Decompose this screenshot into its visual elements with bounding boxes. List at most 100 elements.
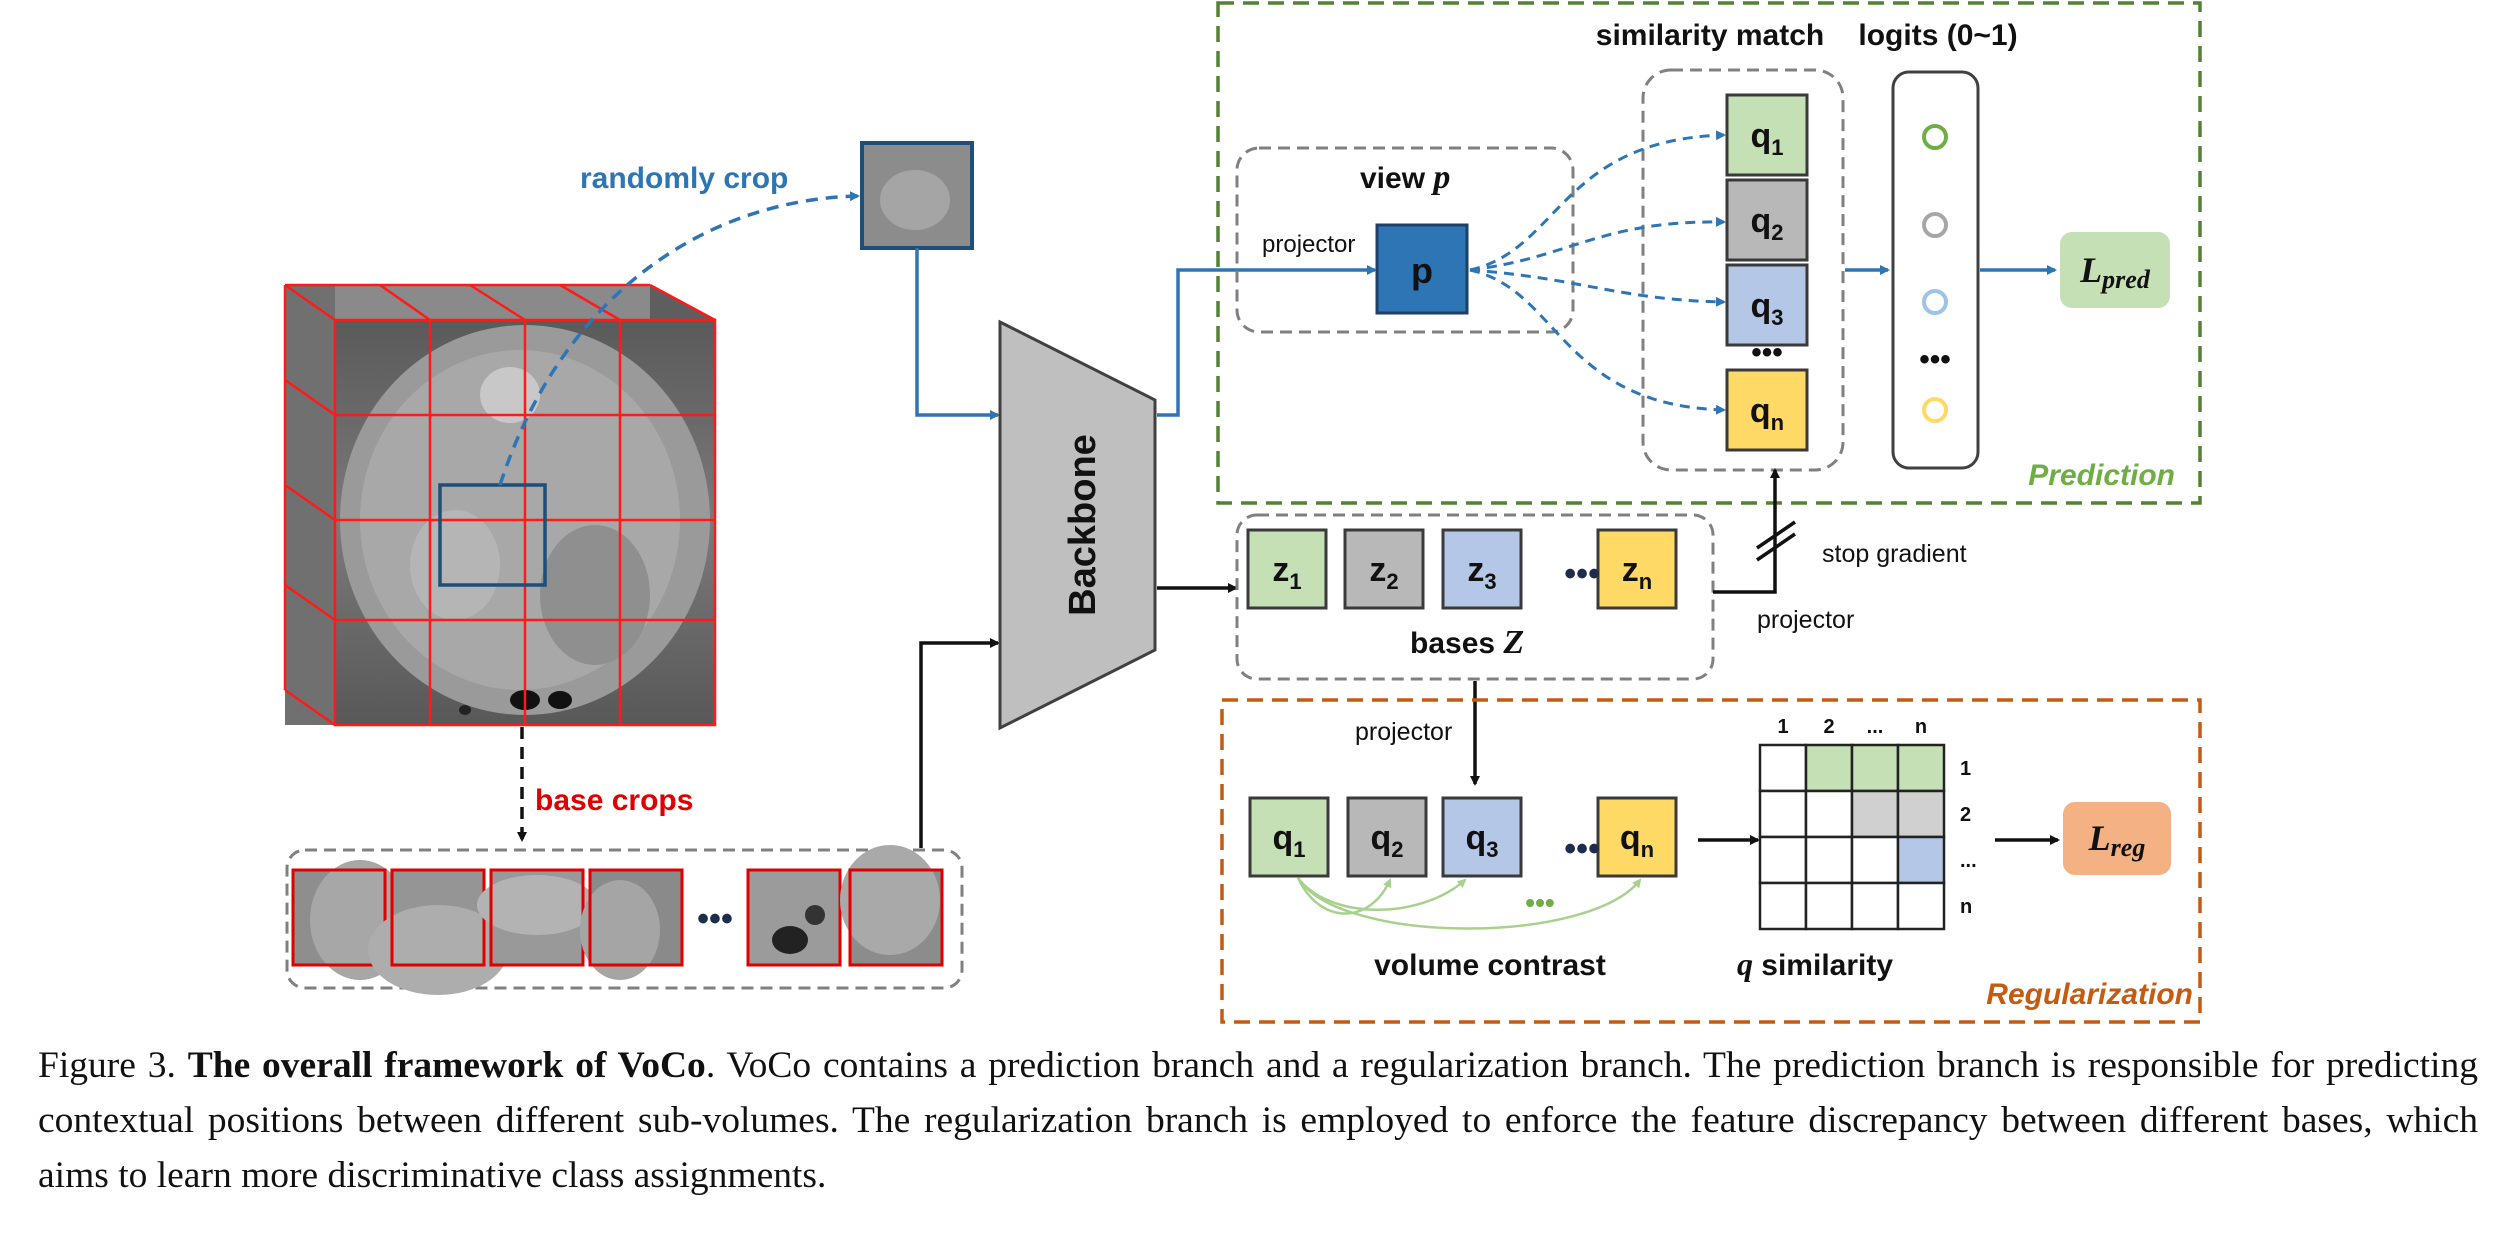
reg-q-1-box: q1 [1248, 796, 1330, 878]
matrix-cell [1896, 835, 1946, 885]
similarity-match-label: similarity match [1596, 19, 1824, 52]
query-column: q1 q2 q3 qn ••• [1725, 93, 1809, 452]
bases-projector-label: projector [1757, 606, 1854, 634]
base-crops-ellipsis: ••• [697, 900, 733, 938]
matrix-row-label: 1 [1960, 758, 1971, 780]
base-crop-tile-1 [291, 860, 410, 980]
logits-ellipsis: ••• [1919, 343, 1951, 376]
view-projector-label: projector [1262, 231, 1355, 258]
reg-q-3-box: q3 [1441, 796, 1523, 878]
logit-circle-3 [1922, 289, 1948, 315]
caption-body: . VoCo contains a prediction branch and … [38, 1045, 2478, 1196]
volume-contrast-ellipsis: ••• [1525, 887, 1554, 918]
base-crops-label: base crops [535, 784, 693, 817]
logit-circle-n [1922, 397, 1948, 423]
matrix-cell [1896, 789, 1946, 839]
matrix-cell [1896, 743, 1946, 793]
matrix-col-label: ... [1867, 716, 1884, 738]
pred-q-2-box-label: q2 [1750, 202, 1783, 245]
bases-container [1235, 513, 1715, 681]
caption-title: The overall framework of VoCo [187, 1045, 706, 1086]
bases-row: z1 z2 z3 zn [1246, 528, 1678, 610]
reg-q-1-box-label: q1 [1272, 819, 1305, 862]
matrix-col-label: 1 [1777, 716, 1788, 738]
ct-volume-cube [283, 283, 717, 727]
prediction-label: Prediction [2028, 459, 2175, 492]
matrix-cell [1850, 789, 1900, 839]
pred-q-1-box-label: q1 [1750, 117, 1783, 160]
base-z-1-box: z1 [1246, 528, 1328, 610]
logit-circle-1 [1922, 124, 1948, 150]
base-z-2-box-label: z2 [1369, 551, 1398, 594]
loss-reg-label: Lreg [2088, 818, 2146, 862]
matrix-cell [1804, 835, 1854, 885]
loss-pred-box [2060, 232, 2170, 308]
volume-contrast-arcs [1296, 877, 1642, 930]
matrix-row-label: n [1960, 896, 1972, 918]
reg-q-n-box-label: qn [1620, 819, 1654, 862]
base-z-n-box: zn [1596, 528, 1678, 610]
base-z-3-box: z3 [1441, 528, 1523, 610]
prediction-branch-frame [1216, 1, 2202, 505]
matrix-cell [1758, 881, 1808, 931]
matrix-cell [1850, 743, 1900, 793]
matrix-cell [1804, 743, 1854, 793]
regularization-query-row: q1 q2 q3 qn [1248, 796, 1678, 878]
loss-reg-box [2063, 802, 2171, 875]
matrix-cell [1758, 743, 1808, 793]
similarity-match-container [1641, 68, 1845, 472]
p-embedding-label: p [1411, 250, 1433, 291]
matrix-cell [1758, 789, 1808, 839]
base-crop-tile-6 [840, 845, 944, 967]
pred-q-3-box: q3 [1725, 263, 1809, 347]
base-z-3-box-label: z3 [1467, 551, 1496, 594]
pred-q-n-box: qn [1725, 368, 1809, 452]
matrix-cell [1804, 789, 1854, 839]
matrix-cell [1850, 835, 1900, 885]
base-crop-tile-3 [477, 868, 597, 967]
q-similarity-matrix: 1 2... n 1 2... n [1758, 716, 1977, 931]
reg-q-3-box-label: q3 [1465, 819, 1498, 862]
base-crop-tile-2 [368, 868, 508, 995]
stop-gradient-label: stop gradient [1822, 540, 1967, 568]
view-p-title: view p [1360, 159, 1450, 196]
q-similarity-label: q similarity [1737, 946, 1893, 982]
pred-q-ellipsis: ••• [1751, 336, 1783, 369]
p-embedding-box [1375, 223, 1469, 315]
base-crop-tile-5 [746, 868, 842, 967]
matrix-cell [1804, 881, 1854, 931]
backbone-block [998, 319, 1157, 731]
reg-projector-label: projector [1355, 718, 1452, 746]
pred-q-n-box-label: qn [1750, 392, 1784, 435]
matrix-row-label: 2 [1960, 804, 1971, 826]
logit-circle-2 [1922, 212, 1948, 238]
regularization-label: Regularization [1986, 978, 2193, 1011]
bases-ellipsis: ••• [1564, 555, 1600, 593]
regularization-branch-frame [1220, 698, 2202, 1024]
figure-caption: Figure 3. The overall framework of VoCo.… [38, 1038, 2478, 1203]
base-z-1-box-label: z1 [1272, 551, 1301, 594]
reg-ellipsis: ••• [1564, 830, 1600, 868]
matrix-row-label: ... [1960, 850, 1977, 872]
base-crop-tile-4 [580, 868, 684, 980]
reg-q-2-box: q2 [1346, 796, 1428, 878]
logits-label: logits (0~1) [1858, 19, 2017, 52]
reg-q-n-box: qn [1596, 796, 1678, 878]
pred-q-2-box: q2 [1725, 178, 1809, 262]
matrix-col-label: n [1915, 716, 1927, 738]
backbone-label: Backbone [1062, 434, 1104, 616]
matrix-cell [1896, 881, 1946, 931]
random-crop-thumbnail [860, 141, 974, 250]
caption-figure-label: Figure 3. [38, 1045, 188, 1086]
matrix-col-label: 2 [1823, 716, 1834, 738]
matrix-cell [1850, 881, 1900, 931]
matrix-cell [1758, 835, 1808, 885]
loss-pred-label: Lpred [2079, 250, 2151, 294]
view-p-container [1235, 146, 1575, 334]
reg-q-2-box-label: q2 [1370, 819, 1403, 862]
logits-box [1891, 70, 1980, 470]
pred-q-1-box: q1 [1725, 93, 1809, 177]
base-crop-tiles [291, 845, 944, 995]
volume-contrast-label: volume contrast [1374, 949, 1606, 982]
bases-title: bases Z [1410, 624, 1524, 661]
